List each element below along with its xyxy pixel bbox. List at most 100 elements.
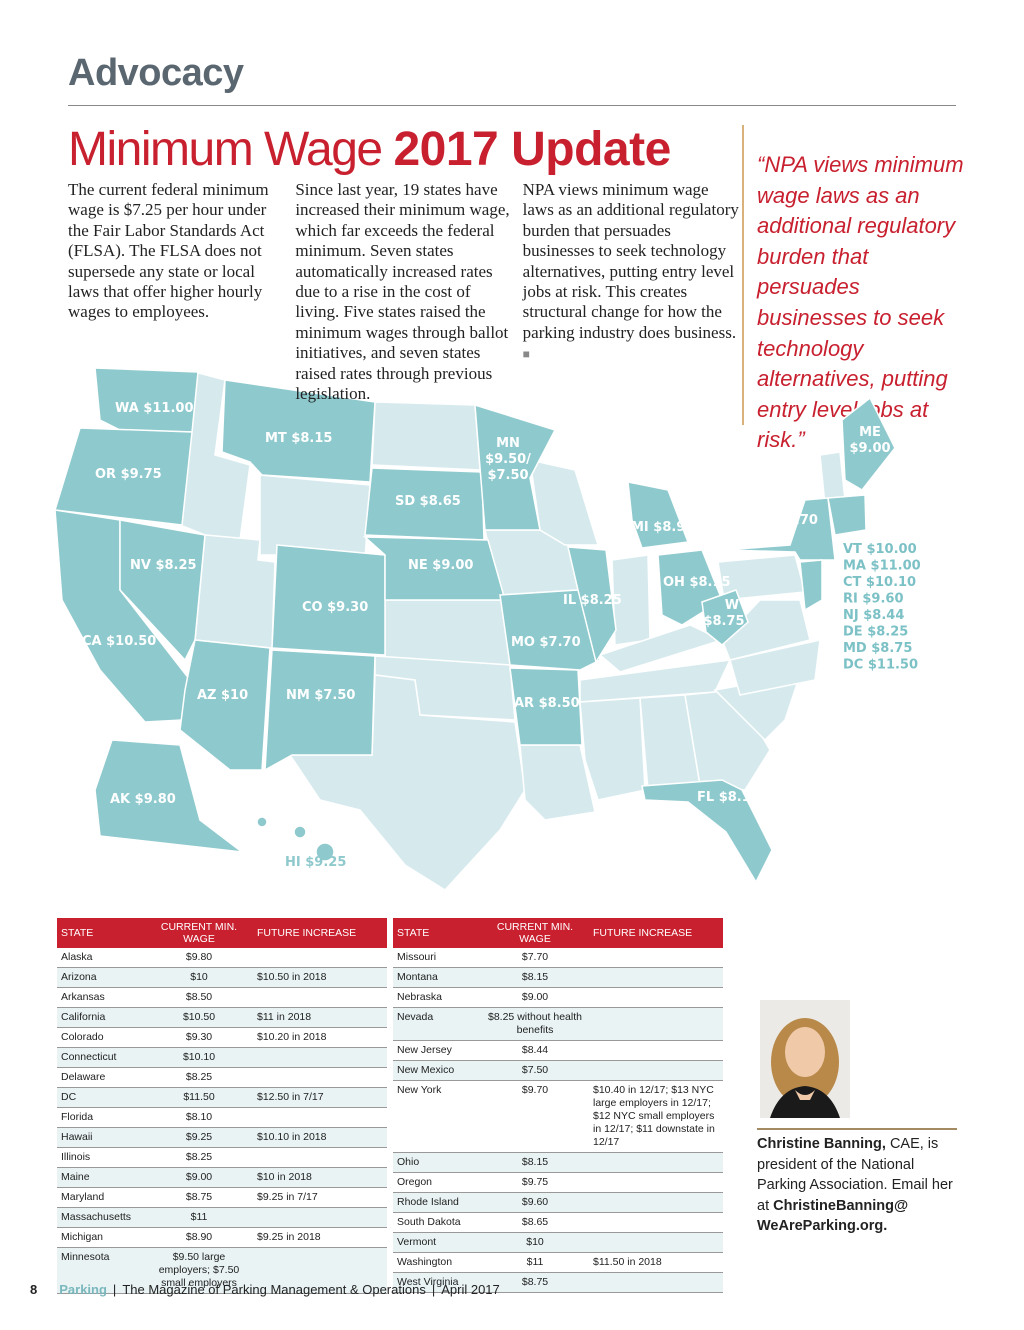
table-row: Nebraska $9.00	[393, 987, 723, 1008]
footer: 8 Parking | The Magazine of Parking Managem…	[30, 1282, 500, 1297]
label-line: $8.75	[703, 614, 744, 629]
label-line: MI $8.90	[631, 520, 694, 535]
table-cell: $10.40 in 12/17; $13 NYC large employers…	[589, 1080, 723, 1153]
title: Minimum Wage 2017 Update	[68, 122, 671, 177]
label-line: AZ $10	[197, 688, 248, 703]
table-cell	[253, 948, 387, 968]
state	[627, 481, 690, 549]
map-label: NV $8.25	[130, 558, 197, 573]
page-number: 8	[30, 1282, 38, 1297]
label-line: CT $10.10	[843, 575, 916, 590]
table-cell: $7.50	[481, 1060, 589, 1081]
table-row: Maine $9.00 $10 in 2018	[57, 1167, 387, 1188]
table-cell	[589, 948, 723, 968]
table-cell: Nevada	[393, 1007, 481, 1041]
table-cell: Massachusetts	[57, 1207, 145, 1228]
state	[799, 559, 823, 612]
rule	[757, 1128, 957, 1130]
state	[641, 779, 773, 884]
table-cell: New Jersey	[393, 1040, 481, 1061]
table-cell: $8.65	[481, 1212, 589, 1233]
state	[701, 589, 749, 646]
table-cell: $9.25 in 7/17	[253, 1187, 387, 1208]
paragraph: NPA views minimum wage laws as an additi…	[523, 180, 740, 365]
table-cell: $8.25	[145, 1147, 253, 1168]
title-bold: 2017 Update	[393, 123, 671, 176]
table-cell: California	[57, 1007, 145, 1028]
state	[256, 816, 268, 828]
map-label: NM $7.50	[286, 688, 355, 703]
label-line: WV	[725, 598, 749, 613]
body: The current federal minimum wage is $7.2…	[68, 180, 740, 420]
table-cell	[589, 1212, 723, 1233]
table-cell: $11	[481, 1252, 589, 1273]
table-cell: $10.50 in 2018	[253, 967, 387, 988]
label-line: NE $9.00	[408, 558, 473, 573]
map-label: NY $9.70	[752, 513, 818, 528]
table-cell: New York	[393, 1080, 481, 1153]
state	[827, 494, 867, 536]
state	[119, 519, 206, 662]
state	[567, 546, 617, 664]
label-line: NV $8.25	[130, 558, 197, 573]
table-cell: $9.50 large employers; $7.50 small emplo…	[145, 1247, 253, 1294]
table-row: Montana $8.15	[393, 967, 723, 988]
table-row: South Dakota $8.65	[393, 1212, 723, 1233]
map-label: OR $9.75	[95, 467, 162, 482]
title-light: Minimum Wage	[68, 123, 383, 176]
table-cell: DC	[57, 1087, 145, 1108]
label-line: CA $10.50	[82, 634, 156, 649]
map-label: MI $8.90	[631, 520, 694, 535]
state	[841, 396, 896, 491]
table-cell: Maine	[57, 1167, 145, 1188]
table-cell: $8.10	[145, 1107, 253, 1128]
table-cell: $8.75	[145, 1187, 253, 1208]
column-header: STATE	[57, 918, 145, 948]
table-cell: Michigan	[57, 1227, 145, 1248]
table-row: Minnesota $9.50 large employers; $7.50 sm…	[57, 1247, 387, 1294]
table-cell: $11	[145, 1207, 253, 1228]
label-line: MD $8.75	[843, 641, 912, 656]
rule	[68, 105, 956, 106]
map-label: SD $8.65	[395, 494, 461, 509]
table-cell	[253, 987, 387, 1008]
table-row: Maryland $8.75 $9.25 in 7/17	[57, 1187, 387, 1208]
map-label: WV $8.75	[703, 598, 749, 629]
table-cell: Missouri	[393, 948, 481, 968]
header-row: STATE CURRENT MIN. WAGE FUTURE INCREASE	[57, 918, 387, 948]
states	[54, 367, 896, 891]
label-line: AK $9.80	[110, 792, 176, 807]
column-header: CURRENT MIN. WAGE	[481, 918, 589, 948]
table-cell: $10.20 in 2018	[253, 1027, 387, 1048]
wage-table: STATE CURRENT MIN. WAGE FUTURE INCREASE Mis…	[393, 918, 723, 1293]
table-row: Vermont $10	[393, 1232, 723, 1253]
state	[264, 649, 376, 772]
table-row: New Jersey $8.44	[393, 1040, 723, 1061]
table-cell: $10	[145, 967, 253, 988]
magazine-subtitle: The Magazine of Parking Management & Ope…	[122, 1282, 426, 1297]
table-row: Illinois $8.25	[57, 1147, 387, 1168]
table-row: Arizona $10 $10.50 in 2018	[57, 967, 387, 988]
map-label: WA $11.00	[115, 401, 194, 416]
label-line: SD $8.65	[395, 494, 461, 509]
column-header: CURRENT MIN. WAGE	[145, 918, 253, 948]
table-cell	[589, 1007, 723, 1041]
state	[384, 599, 511, 666]
table-row: Arkansas $8.50	[57, 987, 387, 1008]
label-line: NM $7.50	[286, 688, 355, 703]
author-name: Christine Banning,	[757, 1136, 886, 1152]
state	[724, 497, 836, 561]
table-row: Oregon $9.75	[393, 1172, 723, 1193]
table-cell: $10.50	[145, 1007, 253, 1028]
state	[362, 536, 506, 601]
table-cell: Washington	[393, 1252, 481, 1273]
table-cell: Hawaii	[57, 1127, 145, 1148]
label-line: FL $8.10	[697, 790, 760, 805]
map-label: AR $8.50	[514, 696, 580, 711]
state	[474, 403, 557, 531]
state	[315, 842, 335, 862]
paragraph-text: NPA views minimum wage laws as an additi…	[522, 180, 739, 342]
table-cell: Delaware	[57, 1067, 145, 1088]
table-cell: West Virginia	[393, 1272, 481, 1293]
